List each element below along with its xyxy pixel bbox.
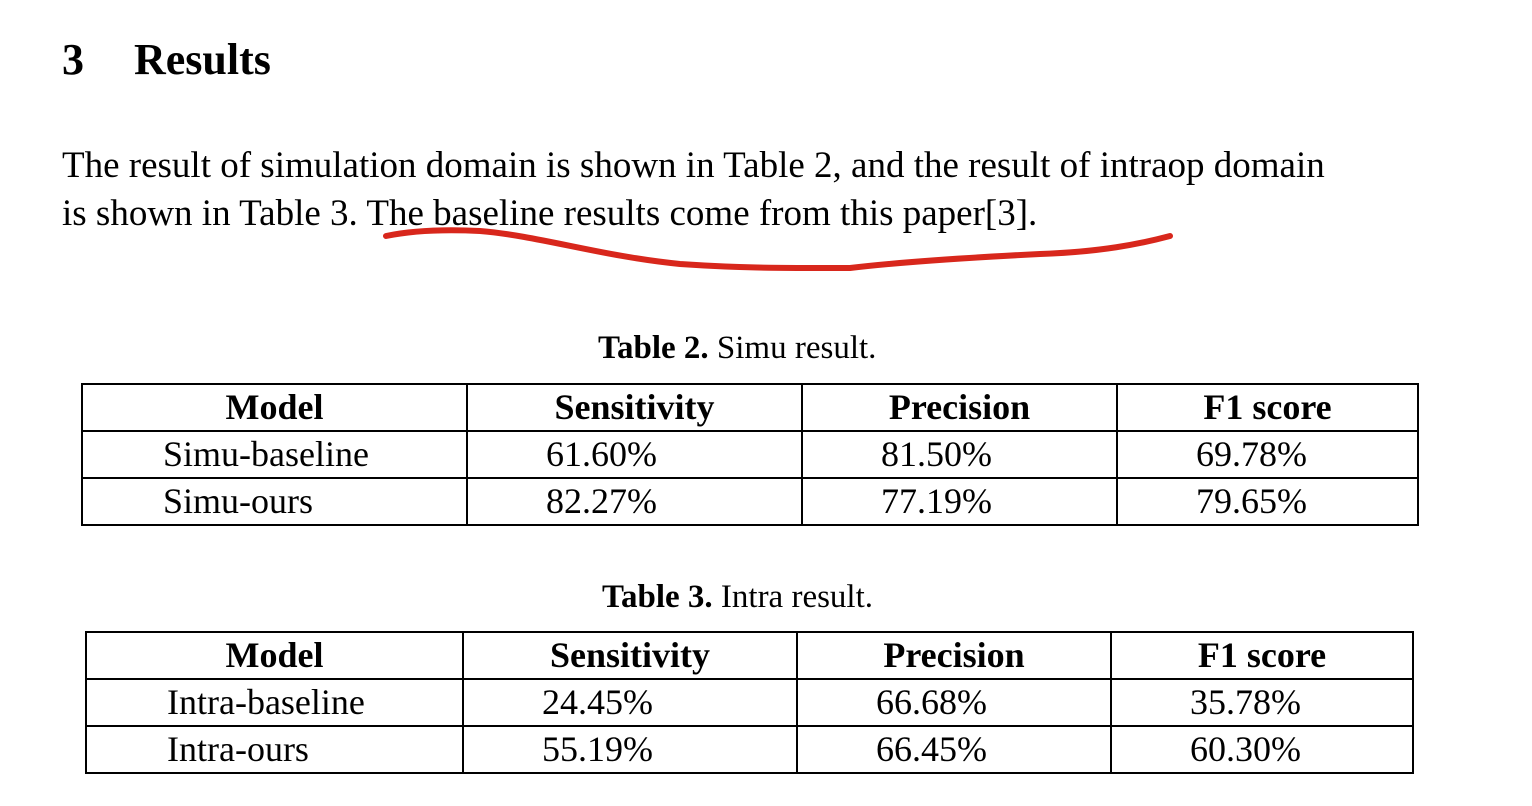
- table-2-simu-result: Model Sensitivity Precision F1 score Sim…: [81, 383, 1419, 526]
- precision-cell: 77.19%: [801, 477, 1118, 526]
- table-3-caption-text: Intra result.: [712, 579, 874, 615]
- sensitivity-cell: 82.27%: [466, 477, 803, 526]
- f1-score-cell: 35.78%: [1110, 678, 1414, 727]
- model-cell: Simu-baseline: [81, 430, 468, 479]
- model-cell: Intra-baseline: [85, 678, 464, 727]
- table-header-row: Model Sensitivity Precision F1 score: [85, 631, 1414, 680]
- header-f1-score: F1 score: [1116, 383, 1419, 432]
- section-title: Results: [134, 35, 271, 84]
- section-heading: 3 Results: [62, 30, 271, 90]
- table-row: Intra-ours 55.19% 66.45% 60.30%: [85, 725, 1414, 774]
- table-3-caption: Table 3. Intra result.: [602, 577, 873, 617]
- precision-cell: 66.45%: [796, 725, 1112, 774]
- model-cell: Simu-ours: [81, 477, 468, 526]
- table-row: Simu-ours 82.27% 77.19% 79.65%: [81, 477, 1419, 526]
- table-3-caption-label: Table 3.: [602, 579, 713, 615]
- header-model: Model: [81, 383, 468, 432]
- header-f1-score: F1 score: [1110, 631, 1414, 680]
- header-precision: Precision: [801, 383, 1118, 432]
- model-cell: Intra-ours: [85, 725, 464, 774]
- table-3-intra-result: Model Sensitivity Precision F1 score Int…: [85, 631, 1414, 774]
- precision-cell: 81.50%: [801, 430, 1118, 479]
- section-number: 3: [62, 35, 84, 84]
- f1-score-cell: 69.78%: [1116, 430, 1419, 479]
- header-precision: Precision: [796, 631, 1112, 680]
- paragraph-line-2-prefix: is shown in Table 3.: [62, 193, 367, 234]
- sensitivity-cell: 55.19%: [462, 725, 798, 774]
- header-sensitivity: Sensitivity: [462, 631, 798, 680]
- header-model: Model: [85, 631, 464, 680]
- precision-cell: 66.68%: [796, 678, 1112, 727]
- table-2-caption-label: Table 2.: [598, 330, 709, 366]
- header-sensitivity: Sensitivity: [466, 383, 803, 432]
- results-paragraph: The result of simulation domain is shown…: [62, 142, 1482, 238]
- table-row: Intra-baseline 24.45% 66.68% 35.78%: [85, 678, 1414, 727]
- sensitivity-cell: 61.60%: [466, 430, 803, 479]
- table-row: Simu-baseline 61.60% 81.50% 69.78%: [81, 430, 1419, 479]
- table-2-caption: Table 2. Simu result.: [598, 328, 876, 368]
- highlighted-sentence: The baseline results come from this pape…: [366, 193, 1038, 234]
- f1-score-cell: 60.30%: [1110, 725, 1414, 774]
- paragraph-line-1: The result of simulation domain is shown…: [62, 145, 1325, 186]
- table-header-row: Model Sensitivity Precision F1 score: [81, 383, 1419, 432]
- f1-score-cell: 79.65%: [1116, 477, 1419, 526]
- sensitivity-cell: 24.45%: [462, 678, 798, 727]
- table-2-caption-text: Simu result.: [708, 330, 877, 366]
